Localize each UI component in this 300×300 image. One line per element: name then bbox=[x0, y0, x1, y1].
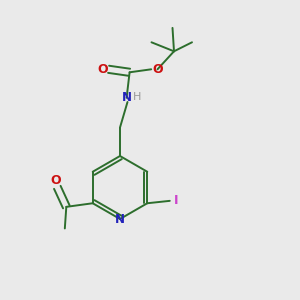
Text: N: N bbox=[115, 213, 125, 226]
Text: N: N bbox=[122, 91, 132, 104]
Text: O: O bbox=[50, 174, 61, 187]
Text: O: O bbox=[97, 63, 108, 76]
Text: H: H bbox=[133, 92, 142, 102]
Text: I: I bbox=[174, 194, 178, 207]
Text: O: O bbox=[152, 63, 163, 76]
